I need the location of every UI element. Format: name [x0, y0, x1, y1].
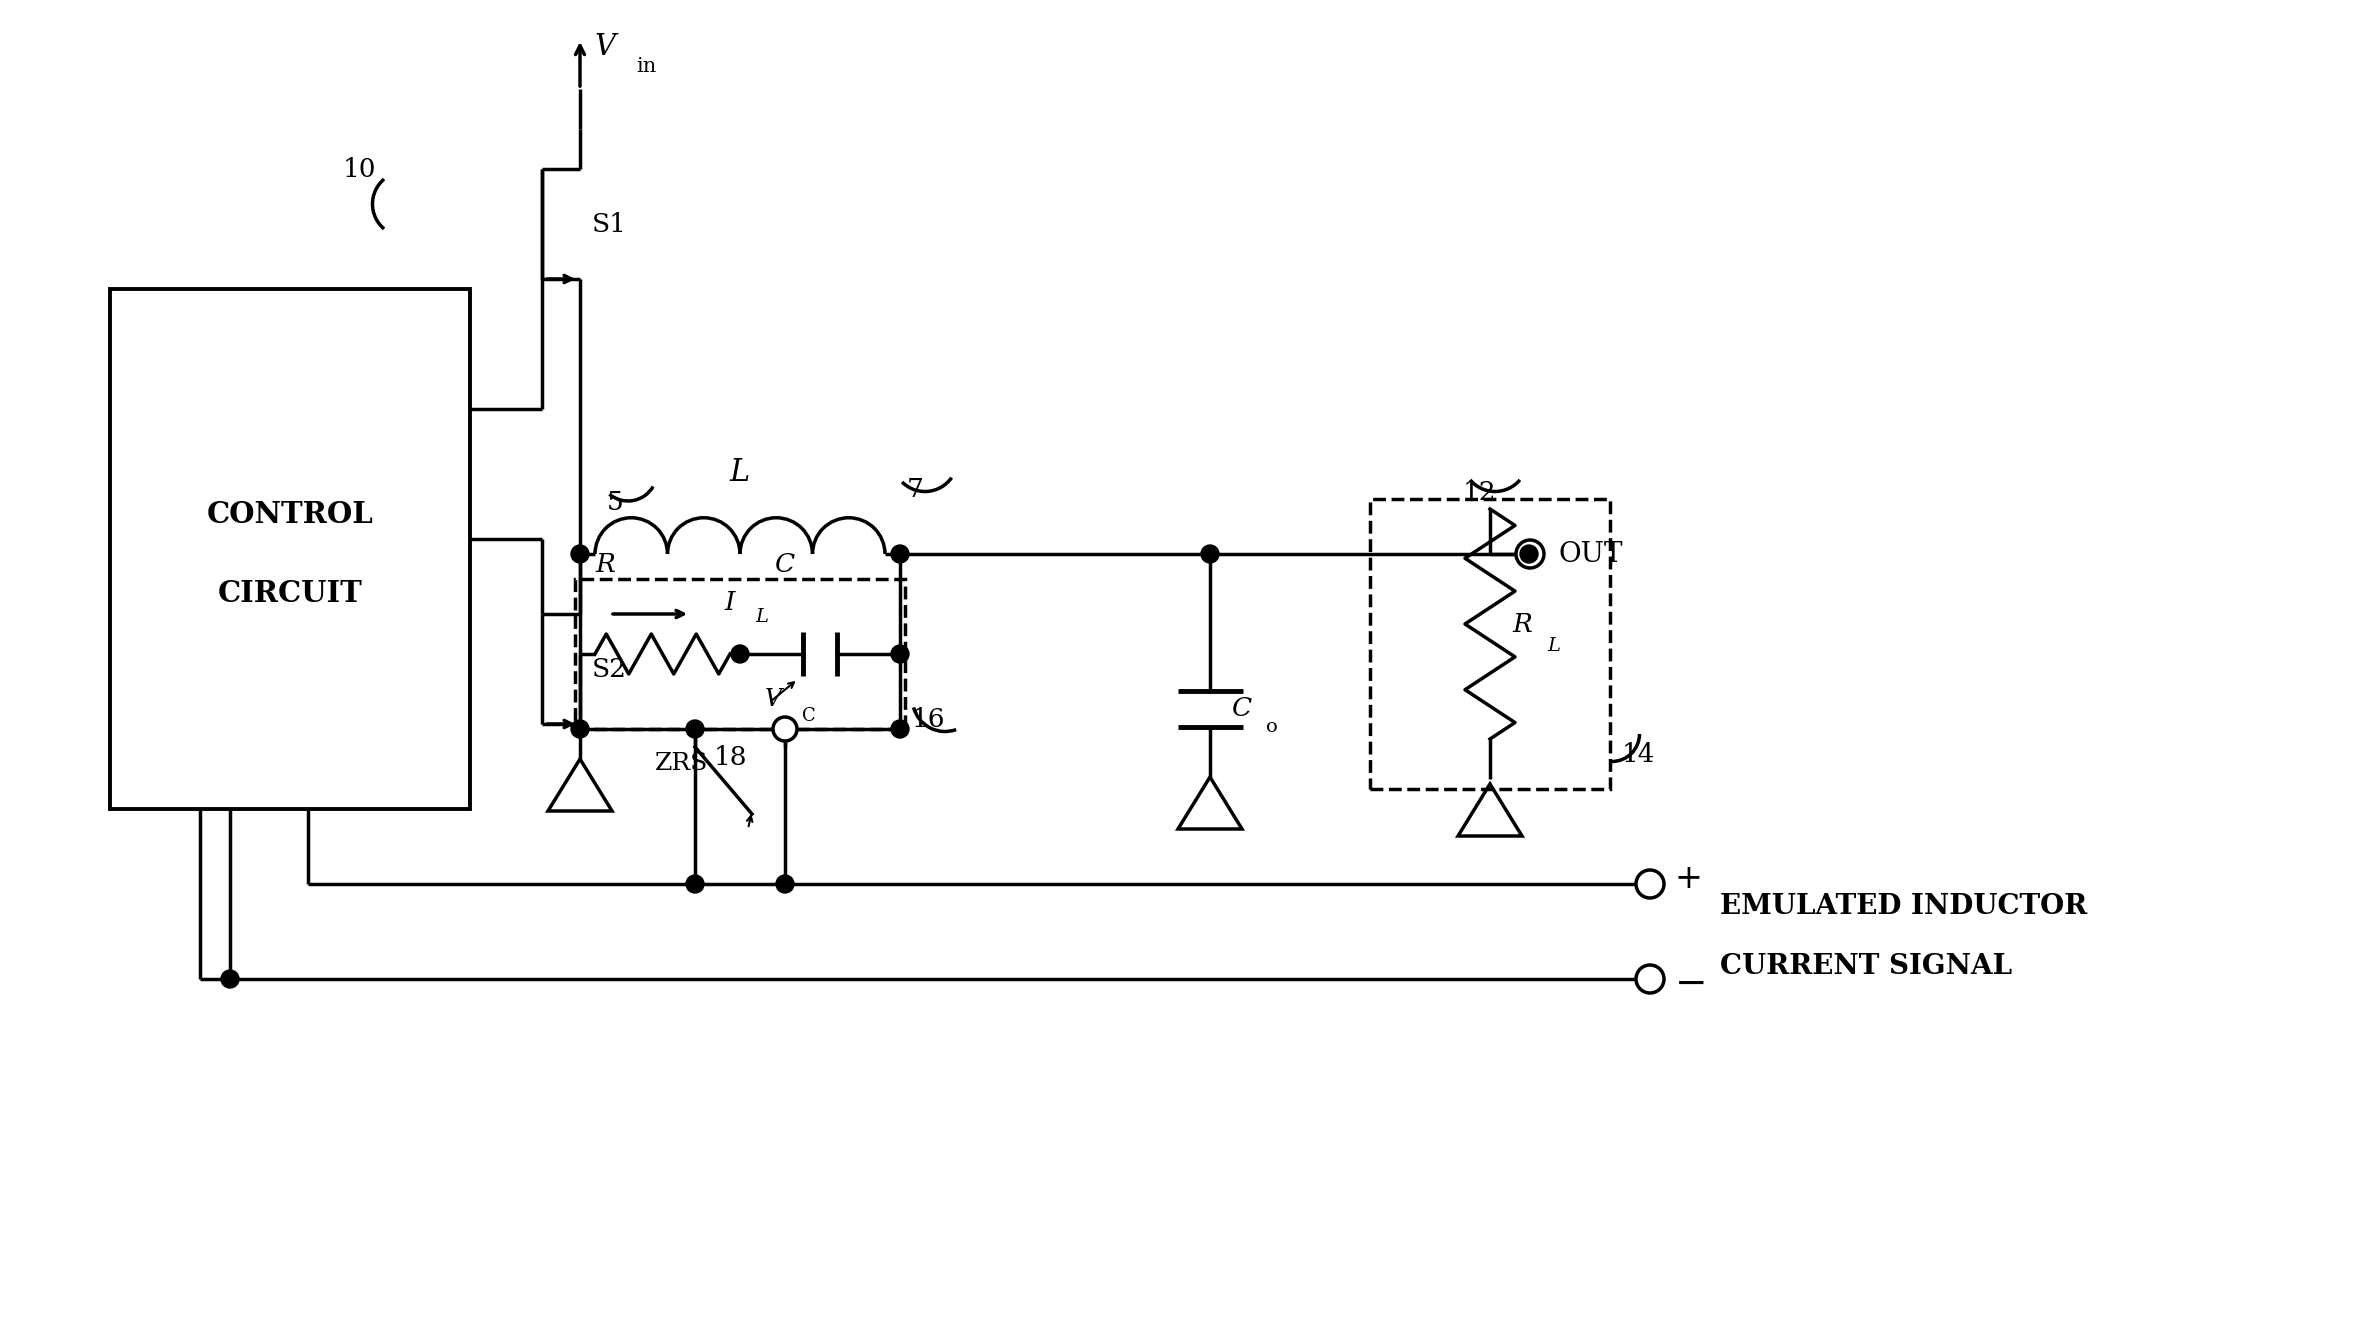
Circle shape: [1201, 545, 1220, 563]
Text: S1: S1: [592, 211, 627, 237]
Text: C: C: [776, 552, 795, 577]
Circle shape: [1637, 870, 1663, 898]
Text: OUT: OUT: [1557, 541, 1623, 567]
Circle shape: [776, 874, 795, 893]
Circle shape: [731, 645, 750, 663]
Circle shape: [892, 645, 908, 663]
Text: 12: 12: [1463, 480, 1498, 505]
Text: EMULATED INDUCTOR: EMULATED INDUCTOR: [1720, 893, 2088, 920]
Text: R: R: [1512, 611, 1531, 637]
Text: o: o: [1267, 718, 1279, 736]
Circle shape: [686, 720, 703, 738]
Text: 16: 16: [913, 707, 946, 731]
Text: V: V: [764, 687, 781, 711]
Text: CURRENT SIGNAL: CURRENT SIGNAL: [1720, 953, 2012, 979]
Text: C: C: [1231, 696, 1253, 722]
Text: 10: 10: [344, 157, 377, 182]
Circle shape: [1637, 965, 1663, 993]
Text: +: +: [1675, 863, 1703, 894]
Text: ZRS: ZRS: [656, 752, 708, 776]
Circle shape: [892, 545, 908, 563]
Circle shape: [222, 970, 238, 987]
Text: CIRCUIT: CIRCUIT: [217, 579, 363, 609]
Text: 18: 18: [712, 744, 748, 769]
Text: 5: 5: [606, 489, 623, 514]
Bar: [111, 288, 469, 809]
Text: L: L: [755, 607, 769, 626]
Text: L: L: [1548, 637, 1559, 655]
Text: 14: 14: [1623, 742, 1656, 767]
Circle shape: [571, 720, 590, 738]
Circle shape: [892, 720, 908, 738]
Text: R: R: [594, 552, 616, 577]
Text: V: V: [594, 33, 616, 61]
Text: CONTROL: CONTROL: [208, 500, 373, 529]
Bar: [1371, 498, 1609, 789]
Circle shape: [686, 874, 703, 893]
Circle shape: [774, 718, 797, 742]
Text: in: in: [637, 57, 656, 77]
Circle shape: [1517, 540, 1545, 567]
Text: 7: 7: [906, 477, 922, 501]
Text: I: I: [724, 590, 736, 614]
Bar: [576, 579, 906, 730]
Text: −: −: [1675, 965, 1708, 1002]
Text: C: C: [802, 707, 816, 726]
Circle shape: [1519, 545, 1538, 563]
Text: L: L: [729, 456, 750, 488]
Circle shape: [571, 545, 590, 563]
Text: S2: S2: [592, 657, 627, 682]
